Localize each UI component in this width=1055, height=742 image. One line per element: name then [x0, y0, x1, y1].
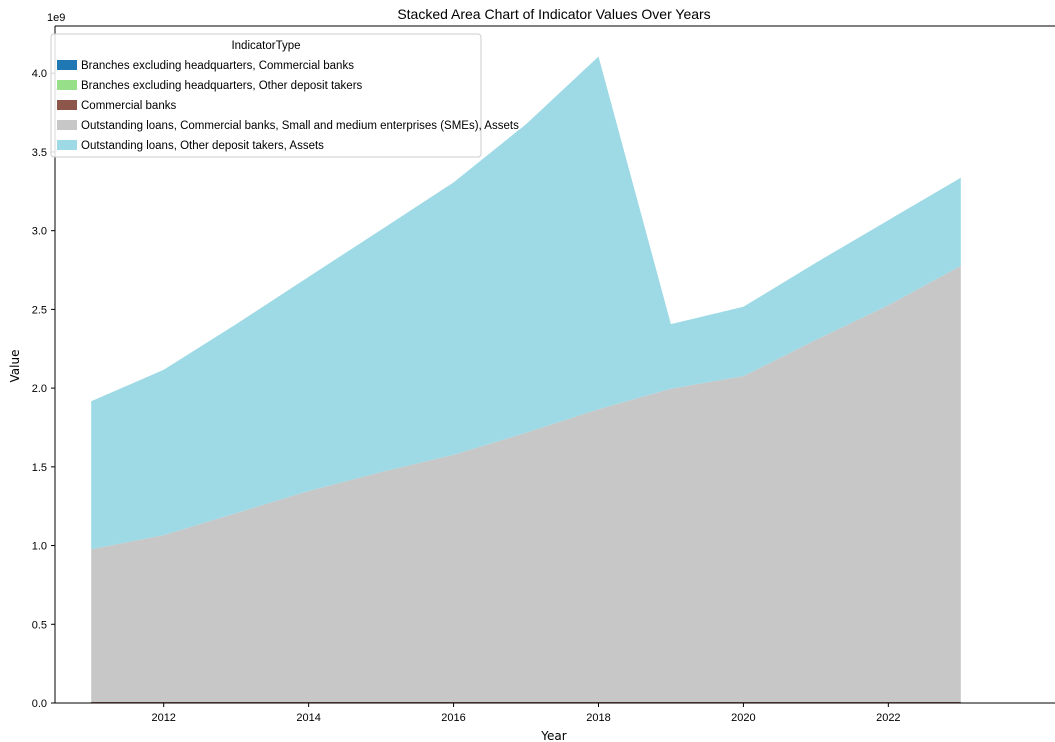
- x-tick-label: 2012: [151, 712, 175, 724]
- x-tick-label: 2020: [731, 712, 755, 724]
- y-tick-label: 1.5: [32, 462, 47, 474]
- y-tick-label: 2.0: [32, 383, 47, 395]
- legend-label: Branches excluding headquarters, Other d…: [81, 80, 363, 92]
- legend-box: [50, 33, 482, 158]
- legend-swatch: [57, 60, 77, 70]
- legend-swatch: [57, 140, 77, 150]
- legend-swatch: [57, 120, 77, 130]
- x-ticks: 2012 2014 2016 2018 2020 2022: [151, 703, 901, 724]
- area-series-4: [91, 56, 961, 550]
- y-tick-label: 1.0: [32, 541, 47, 553]
- x-tick-label: 2022: [876, 712, 900, 724]
- legend-title: IndicatorType: [231, 40, 300, 52]
- x-axis-label: Year: [540, 729, 566, 742]
- y-ticks: 0.0 0.5 1.0 1.5 2.0 2.5 3.0 3.5 4.0: [32, 68, 55, 710]
- y-tick-label: 4.0: [32, 68, 47, 80]
- area-series-3: [91, 265, 961, 702]
- legend: IndicatorType Branches excluding headqua…: [50, 33, 519, 158]
- legend-label: Commercial banks: [81, 100, 176, 112]
- chart-title: Stacked Area Chart of Indicator Values O…: [397, 6, 710, 22]
- y-tick-label: 3.5: [32, 147, 47, 159]
- y-tick-label: 3.0: [32, 226, 47, 238]
- y-tick-label: 0.0: [32, 698, 47, 710]
- legend-swatch: [57, 100, 77, 110]
- legend-label: Outstanding loans, Other deposit takers,…: [81, 140, 324, 152]
- legend-label: Outstanding loans, Commercial banks, Sma…: [81, 120, 519, 132]
- x-tick-label: 2016: [441, 712, 465, 724]
- y-axis-label: Value: [8, 350, 22, 383]
- y-tick-label: 0.5: [32, 619, 47, 631]
- x-tick-label: 2014: [296, 712, 320, 724]
- legend-label: Branches excluding headquarters, Commerc…: [81, 60, 354, 72]
- y-offset-label: 1e9: [47, 12, 65, 24]
- y-tick-label: 2.5: [32, 304, 47, 316]
- x-tick-label: 2018: [586, 712, 610, 724]
- legend-items: Branches excluding headquarters, Commerc…: [57, 60, 519, 152]
- legend-swatch: [57, 80, 77, 90]
